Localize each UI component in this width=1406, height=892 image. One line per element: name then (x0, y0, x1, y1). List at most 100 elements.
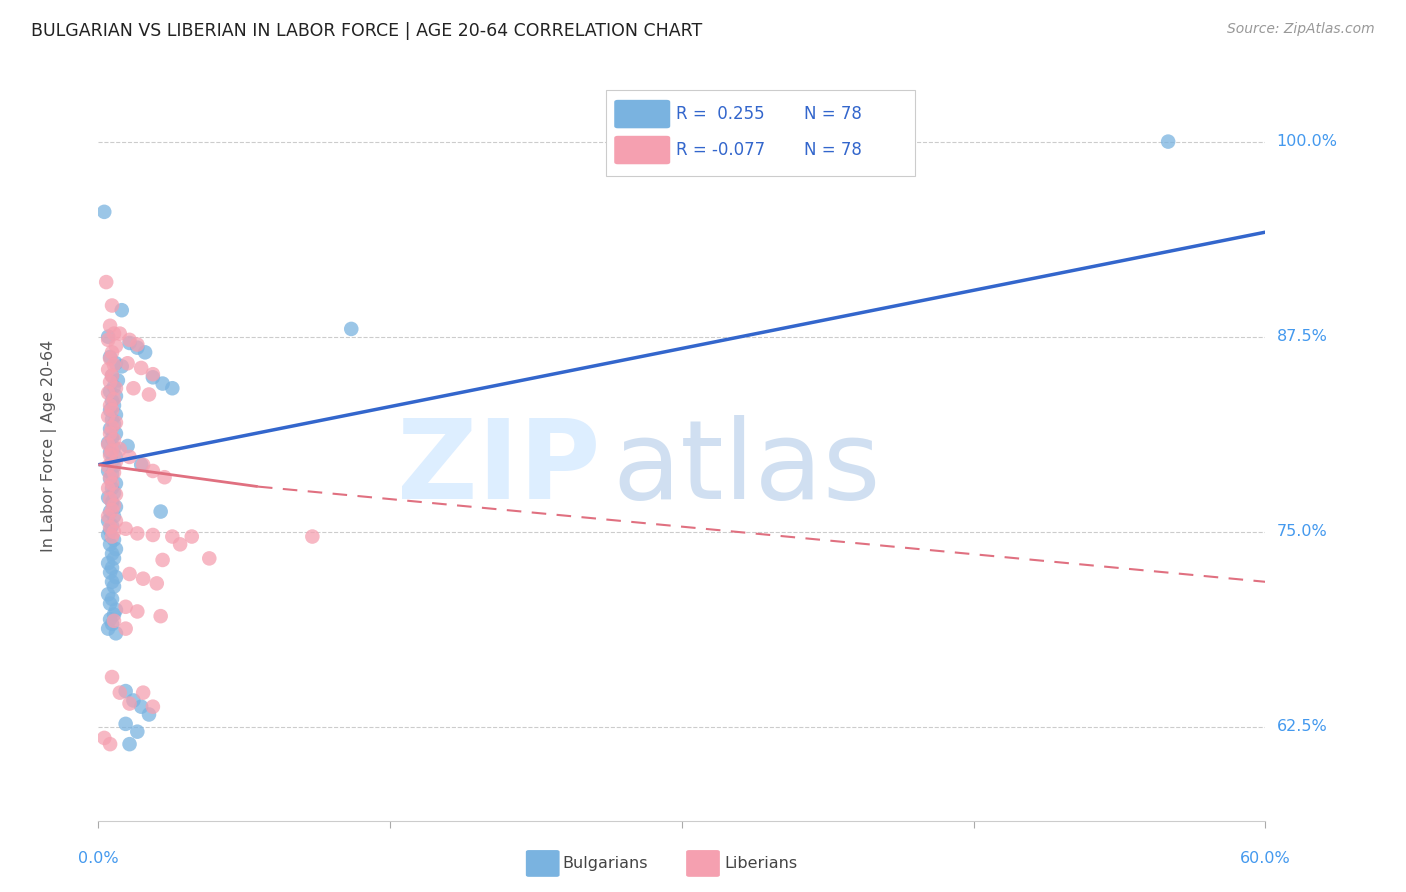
Text: N = 78: N = 78 (804, 105, 862, 123)
Point (104, 408, 127, 422)
Point (101, 529, 124, 543)
Point (104, 570, 127, 584)
Point (101, 670, 124, 684)
Point (101, 393, 124, 408)
Point (103, 392, 125, 407)
Point (122, 693, 145, 707)
Point (129, 360, 152, 375)
Point (301, 529, 323, 543)
Point (97, 464, 120, 478)
Point (169, 537, 191, 551)
Text: N = 78: N = 78 (804, 141, 862, 159)
Point (149, 504, 172, 518)
Point (101, 481, 124, 495)
Point (104, 476, 127, 491)
Point (101, 454, 124, 468)
Point (98, 491, 121, 506)
Point (103, 417, 125, 432)
Point (127, 526, 149, 541)
Point (103, 441, 125, 455)
Point (96, 275, 118, 289)
Point (101, 403, 124, 417)
Point (142, 370, 165, 384)
Point (98, 318, 121, 333)
Point (107, 373, 129, 387)
Point (1157, 135, 1180, 149)
Point (97, 514, 120, 528)
Text: 87.5%: 87.5% (1277, 329, 1327, 344)
Point (198, 551, 221, 566)
Point (152, 553, 174, 567)
Point (101, 368, 124, 383)
Point (117, 439, 139, 453)
Point (104, 626, 127, 640)
Point (98, 537, 121, 551)
Point (101, 574, 124, 589)
Point (103, 498, 125, 512)
Point (98, 470, 121, 484)
Point (127, 337, 149, 351)
Point (98, 426, 121, 441)
Point (98, 597, 121, 611)
Point (98, 350, 121, 364)
FancyBboxPatch shape (614, 100, 671, 128)
Text: 60.0%: 60.0% (1240, 851, 1291, 866)
Point (118, 450, 141, 464)
Point (98, 523, 121, 537)
Point (104, 356, 127, 370)
Point (101, 495, 124, 509)
Point (97, 587, 120, 601)
Point (104, 500, 127, 514)
Text: BULGARIAN VS LIBERIAN IN LABOR FORCE | AGE 20-64 CORRELATION CHART: BULGARIAN VS LIBERIAN IN LABOR FORCE | A… (31, 22, 702, 40)
Point (127, 605, 149, 619)
Point (132, 572, 155, 586)
Point (101, 503, 124, 517)
Text: 75.0%: 75.0% (1277, 524, 1327, 540)
Point (149, 609, 172, 624)
Point (104, 454, 127, 468)
Point (138, 387, 160, 401)
Point (98, 403, 121, 417)
Point (127, 341, 149, 355)
Text: R = -0.077: R = -0.077 (676, 141, 765, 159)
Point (108, 326, 131, 341)
Point (101, 412, 124, 426)
Text: 100.0%: 100.0% (1277, 134, 1337, 149)
Point (340, 322, 363, 336)
Point (104, 416, 127, 430)
Point (142, 699, 165, 714)
Point (101, 345, 124, 359)
Point (103, 533, 125, 547)
Point (98, 384, 121, 399)
Point (162, 529, 184, 543)
Point (97, 386, 120, 401)
Point (98, 504, 121, 518)
Point (103, 433, 125, 447)
Point (103, 459, 125, 474)
Text: R =  0.255: R = 0.255 (676, 105, 765, 123)
Point (127, 724, 149, 739)
Point (180, 529, 202, 543)
FancyBboxPatch shape (606, 90, 915, 177)
Point (111, 359, 134, 374)
Point (97, 409, 120, 424)
Point (104, 541, 127, 557)
Point (97, 362, 120, 376)
Point (103, 466, 125, 480)
Point (101, 467, 124, 481)
Text: atlas: atlas (612, 415, 880, 522)
Point (98, 398, 121, 412)
Point (101, 547, 124, 561)
Point (97, 622, 120, 636)
Point (104, 603, 127, 617)
Point (98, 612, 121, 626)
Text: ZIP: ZIP (396, 415, 600, 522)
Point (101, 560, 124, 574)
Point (97, 435, 120, 450)
Point (98, 737, 121, 751)
Point (104, 426, 127, 441)
Point (114, 622, 136, 636)
Point (93, 205, 115, 219)
Point (114, 599, 136, 614)
Point (122, 381, 145, 395)
